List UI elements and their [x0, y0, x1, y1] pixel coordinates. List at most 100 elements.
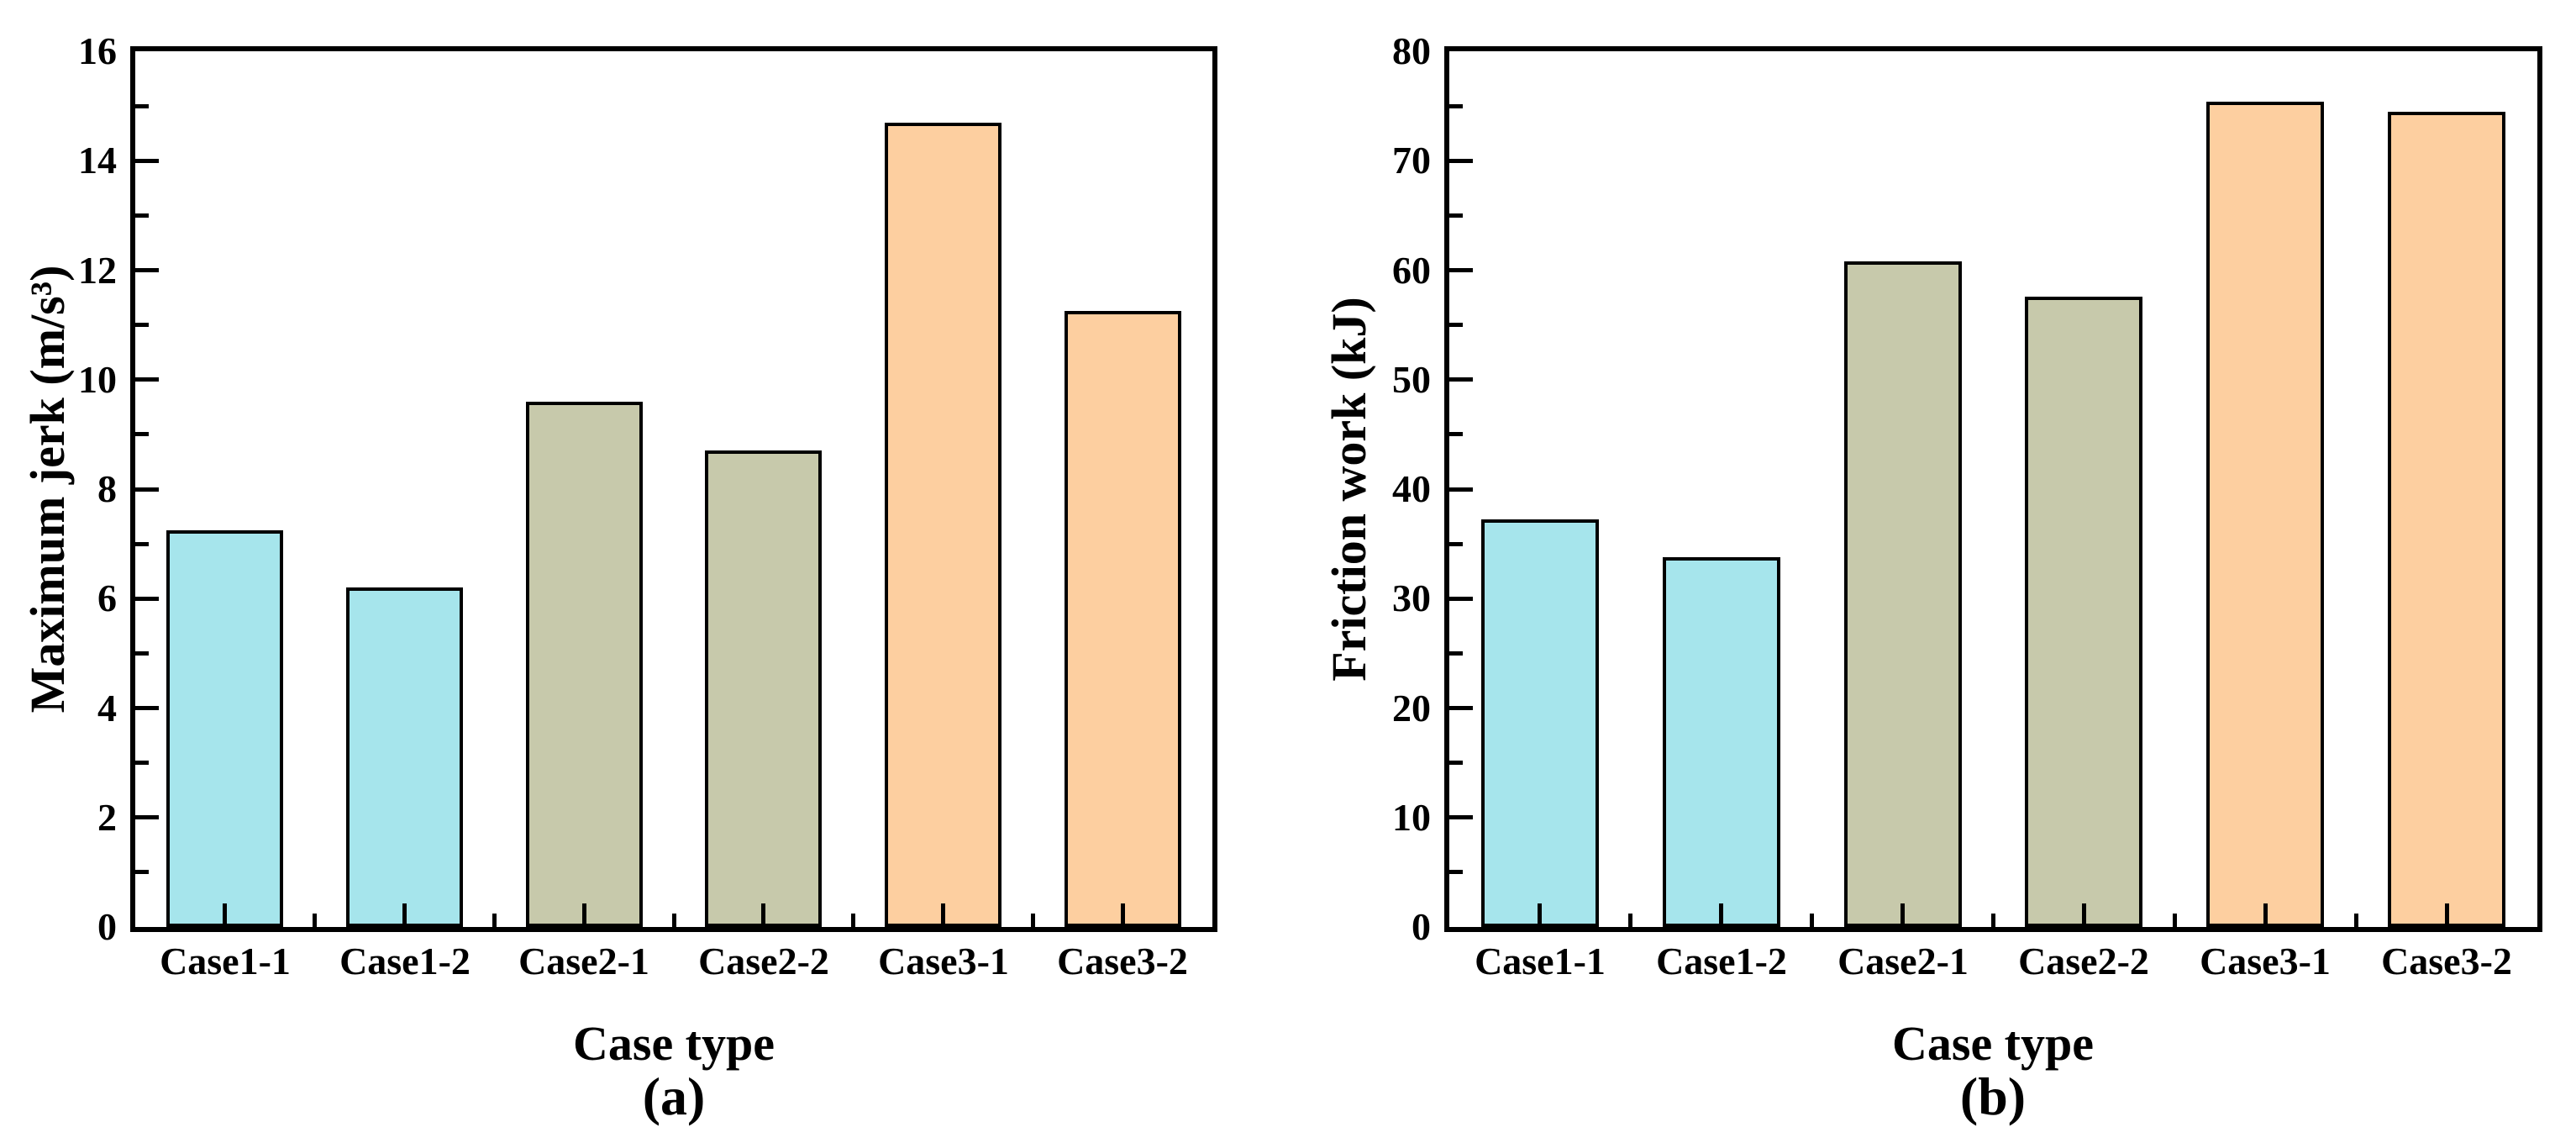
y-minor-tick [135, 542, 149, 546]
x-minor-tick [2173, 914, 2177, 927]
plot-area-b [1444, 46, 2542, 932]
x-minor-tick [672, 914, 676, 927]
y-tick-label: 70 [1392, 139, 1431, 182]
x-axis-title-b: Case type [1891, 1016, 2094, 1071]
y-major-tick [1449, 706, 1473, 710]
y-tick-label: 4 [97, 687, 117, 729]
x-major-tick [1719, 903, 1723, 927]
y-minor-tick [1449, 542, 1463, 546]
x-minor-tick [1991, 914, 1995, 927]
y-major-tick [1449, 377, 1473, 382]
x-major-tick [2445, 903, 2449, 927]
y-major-tick [135, 815, 159, 819]
y-minor-tick [135, 323, 149, 327]
y-tick-label: 20 [1392, 687, 1431, 729]
y-tick-label: 50 [1392, 358, 1431, 401]
y-major-tick [1449, 487, 1473, 492]
y-minor-tick [135, 761, 149, 765]
bar-case1-2 [346, 587, 463, 927]
x-tick-label-case1-1: Case1-1 [160, 940, 291, 982]
x-tick-label-case1-2: Case1-2 [339, 940, 471, 982]
y-tick-label: 10 [78, 358, 117, 401]
y-major-tick [1449, 597, 1473, 601]
y-minor-tick [1449, 651, 1463, 656]
panel-label-a: (a) [642, 1066, 706, 1126]
x-tick-label-case2-1: Case2-1 [1837, 940, 1969, 982]
x-minor-tick [313, 914, 317, 927]
x-tick-label-case2-2: Case2-2 [698, 940, 829, 982]
panel-label-b: (b) [1959, 1066, 2027, 1126]
x-major-tick [223, 903, 227, 927]
y-tick-label: 80 [1392, 29, 1431, 72]
bar-case1-1 [166, 530, 283, 927]
x-minor-tick [2354, 914, 2358, 927]
y-tick-label: 12 [78, 249, 117, 292]
bar-case1-2 [1663, 557, 1780, 927]
y-minor-tick [135, 213, 149, 218]
bar-case2-2 [705, 450, 822, 927]
y-minor-tick [135, 432, 149, 436]
x-major-tick [941, 903, 945, 927]
x-minor-tick [1810, 914, 1814, 927]
y-major-tick [1449, 268, 1473, 272]
x-tick-label-case3-1: Case3-1 [878, 940, 1009, 982]
y-major-tick [1449, 815, 1473, 819]
y-tick-label: 14 [78, 139, 117, 182]
plot-area-a [130, 46, 1217, 932]
x-major-tick [402, 903, 407, 927]
x-tick-label-case2-1: Case2-1 [518, 940, 649, 982]
x-minor-tick [851, 914, 855, 927]
x-minor-tick [492, 914, 497, 927]
y-minor-tick [135, 870, 149, 874]
x-major-tick [1900, 903, 1905, 927]
y-tick-label: 10 [1392, 796, 1431, 839]
x-tick-label-case1-1: Case1-1 [1475, 940, 1606, 982]
y-minor-tick [1449, 323, 1463, 327]
x-major-tick [761, 903, 765, 927]
y-major-tick [135, 597, 159, 601]
y-tick-label: 60 [1392, 249, 1431, 292]
x-major-tick [2263, 903, 2268, 927]
x-major-tick [2082, 903, 2086, 927]
x-minor-tick [1031, 914, 1035, 927]
y-minor-tick [135, 651, 149, 656]
y-tick-label: 40 [1392, 467, 1431, 510]
y-major-tick [135, 159, 159, 163]
x-major-tick [1538, 903, 1542, 927]
y-tick-label: 2 [97, 796, 117, 839]
x-tick-label-case3-2: Case3-2 [2381, 940, 2512, 982]
y-minor-tick [1449, 761, 1463, 765]
y-major-tick [1449, 159, 1473, 163]
x-axis-title-a: Case type [572, 1016, 775, 1071]
bar-case3-1 [2206, 102, 2324, 927]
bar-case3-1 [885, 123, 1001, 927]
x-minor-tick [1628, 914, 1632, 927]
y-major-tick [135, 706, 159, 710]
y-tick-label: 16 [78, 29, 117, 72]
y-minor-tick [1449, 213, 1463, 218]
y-major-tick [135, 377, 159, 382]
x-tick-label-case2-2: Case2-2 [2018, 940, 2149, 982]
y-minor-tick [1449, 104, 1463, 108]
y-tick-label: 8 [97, 467, 117, 510]
bar-case3-2 [1065, 311, 1181, 927]
bar-case3-2 [2388, 112, 2505, 927]
y-minor-tick [1449, 432, 1463, 436]
y-major-tick [135, 487, 159, 492]
bar-case2-1 [526, 402, 643, 927]
x-major-tick [1121, 903, 1125, 927]
x-tick-label-case3-2: Case3-2 [1057, 940, 1188, 982]
y-tick-label: 30 [1392, 577, 1431, 619]
bar-case1-1 [1481, 519, 1599, 927]
y-major-tick [135, 268, 159, 272]
bar-case2-1 [1844, 261, 1962, 927]
y-tick-label: 6 [97, 577, 117, 619]
y-tick-label: 0 [97, 905, 117, 948]
x-major-tick [582, 903, 586, 927]
y-minor-tick [135, 104, 149, 108]
y-minor-tick [1449, 870, 1463, 874]
bar-case2-2 [2025, 297, 2142, 927]
y-tick-label: 0 [1412, 905, 1431, 948]
x-tick-label-case1-2: Case1-2 [1656, 940, 1787, 982]
